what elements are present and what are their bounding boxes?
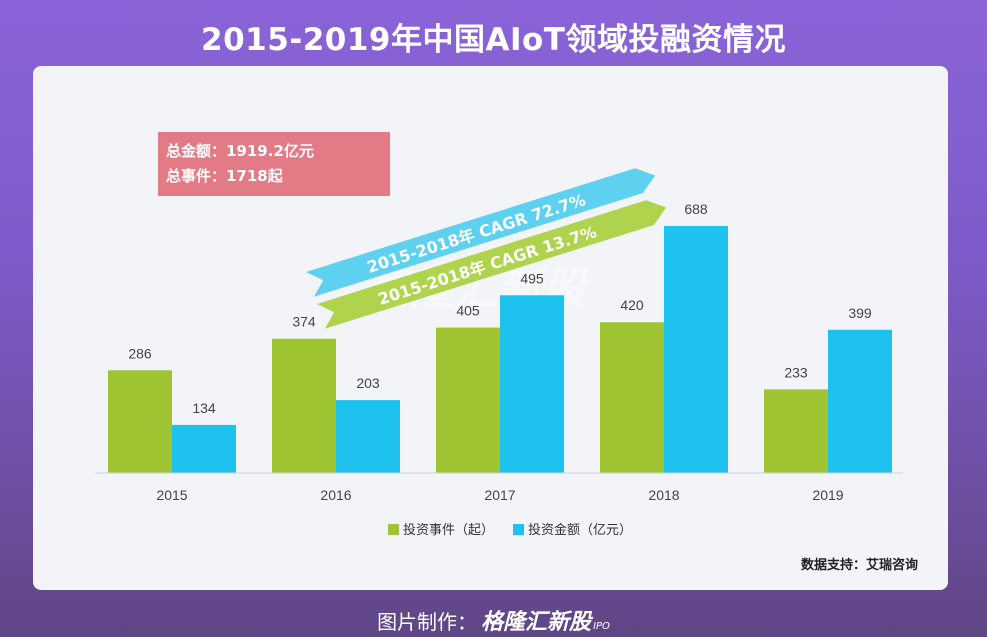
legend-swatch-events (388, 524, 399, 535)
legend-label-amount: 投资金额（亿元） (528, 522, 632, 538)
data-label-events-2018: 420 (620, 297, 644, 313)
bar-amount-2019 (828, 329, 892, 473)
bar-chart: 格隆汇新股 2015-2018年 CAGR 72.7% 2015-2018年 C… (95, 168, 903, 538)
footer-prefix: 图片制作： (377, 610, 478, 634)
data-label-amount-2015: 134 (192, 400, 216, 416)
data-label-amount-2018: 688 (684, 201, 708, 217)
bar-events-2017 (436, 327, 500, 473)
legend-label-events: 投资事件（起） (403, 522, 494, 538)
data-label-events-2015: 286 (128, 345, 152, 361)
summary-total-amount: 总金额：1919.2亿元 (166, 142, 314, 160)
legend-swatch-amount (513, 524, 524, 535)
bar-events-2019 (764, 389, 828, 473)
x-tick-label-2015: 2015 (156, 487, 187, 503)
data-label-events-2017: 405 (456, 303, 480, 319)
x-tick-label-2016: 2016 (320, 487, 351, 503)
bar-events-2016 (272, 338, 336, 473)
footer-credit: 图片制作： 格隆汇新股 IPO (0, 604, 987, 636)
data-label-amount-2017: 495 (520, 270, 544, 286)
legend: 投资事件（起） 投资金额（亿元） (388, 522, 632, 538)
footer-brand: 格隆汇新股 (481, 610, 592, 635)
chart-card: 格隆汇新股 2015-2018年 CAGR 72.7% 2015-2018年 C… (33, 66, 948, 590)
x-tick-label-2017: 2017 (484, 487, 515, 503)
bar-events-2015 (108, 370, 172, 473)
page-title: 2015-2019年中国AIoT领域投融资情况 (201, 22, 786, 58)
x-tick-labels: 2015 2016 2017 2018 2019 (156, 487, 843, 503)
data-source: 数据支持：艾瑞咨询 (800, 558, 918, 573)
bar-amount-2016 (336, 400, 400, 473)
data-label-events-2016: 374 (292, 314, 316, 330)
data-label-amount-2019: 399 (848, 305, 872, 321)
bar-amount-2017 (500, 295, 564, 473)
data-label-events-2019: 233 (784, 364, 808, 380)
bar-amount-2015 (172, 424, 236, 473)
bar-series-group: 286 134 374 203 405 495 420 688 233 399 (108, 201, 892, 473)
summary-total-events: 总事件：1718起 (166, 167, 283, 185)
x-tick-label-2018: 2018 (648, 487, 679, 503)
x-tick-label-2019: 2019 (812, 487, 843, 503)
footer-ipo: IPO (593, 621, 610, 632)
bar-events-2018 (600, 322, 664, 473)
data-label-amount-2016: 203 (356, 375, 380, 391)
bar-amount-2018 (664, 226, 728, 473)
summary-box: 总金额：1919.2亿元 总事件：1718起 (158, 132, 390, 196)
